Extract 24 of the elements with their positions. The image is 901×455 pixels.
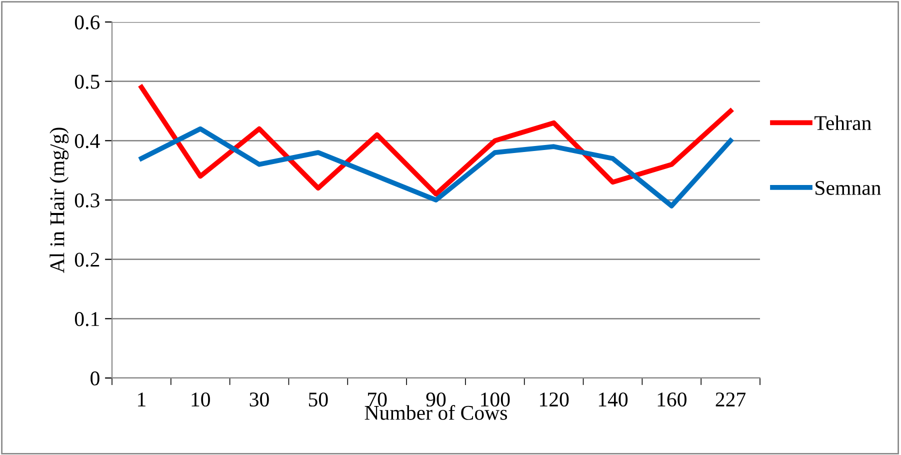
x-tick-label: 10 <box>192 392 210 407</box>
line-series <box>139 84 733 196</box>
x-tick-label: 140 <box>598 392 628 407</box>
line-series <box>139 126 733 208</box>
y-tick-label: 0.2 <box>74 252 100 267</box>
y-tick-label: 0.5 <box>74 74 100 89</box>
x-tick-label: 160 <box>658 392 686 407</box>
x-axis-title: Number of Cows <box>364 405 507 420</box>
x-tick-label: 1 <box>138 392 146 406</box>
y-axis-title: Al in Hair (mg/g) <box>50 128 69 273</box>
y-tick-label: 0.4 <box>74 134 100 148</box>
y-tick-label: 0 <box>90 371 100 386</box>
y-tick-label: 0.6 <box>74 15 100 30</box>
x-tick-label: 227 <box>716 392 746 406</box>
y-tick-label: 0.3 <box>74 193 100 208</box>
x-tick-label: 120 <box>540 392 569 407</box>
x-tick-label: 50 <box>308 392 328 407</box>
x-tick-label: 100 <box>481 392 510 407</box>
x-tick-label: 70 <box>368 392 387 407</box>
legend-label: Semnan <box>816 180 881 195</box>
x-tick-label: 90 <box>426 392 446 407</box>
y-tick-label: 0.1 <box>74 312 99 326</box>
legend-label: Tehran <box>814 115 872 130</box>
x-tick-label: 30 <box>250 392 269 407</box>
